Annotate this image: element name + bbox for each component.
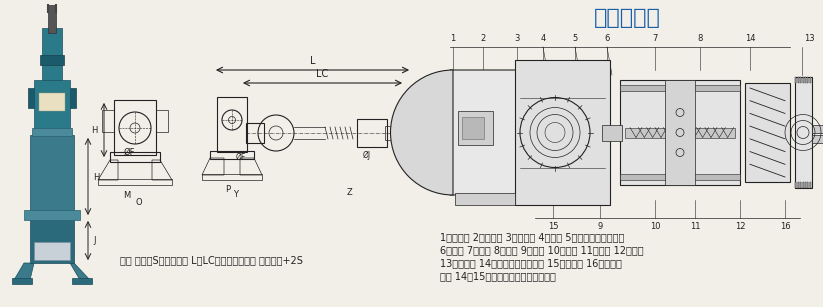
Bar <box>48 5 56 33</box>
Text: M: M <box>123 191 131 200</box>
Text: 11: 11 <box>690 222 700 231</box>
Text: 7: 7 <box>653 34 658 43</box>
Bar <box>458 111 493 145</box>
Text: ØF: ØF <box>123 148 135 157</box>
Bar <box>68 88 76 108</box>
Bar <box>812 125 823 133</box>
Text: ØJ: ØJ <box>363 151 371 160</box>
Text: 8: 8 <box>697 34 703 43</box>
Bar <box>665 80 695 185</box>
Bar <box>39 93 65 111</box>
Bar <box>455 193 515 205</box>
Bar <box>42 28 62 83</box>
Bar <box>620 85 740 91</box>
Bar <box>210 151 254 159</box>
Text: 6: 6 <box>604 34 610 43</box>
Text: 5: 5 <box>572 34 578 43</box>
Text: Z: Z <box>347 188 353 197</box>
Text: 13、连接头 14、外接行程开关装置 15、支承架 16、防尘罩: 13、连接头 14、外接行程开关装置 15、支承架 16、防尘罩 <box>440 258 622 268</box>
Bar <box>385 126 405 140</box>
Text: 1、电动机 2、小齿轮 3、大齿轮 4、滑座 5、过载保护安全开关: 1、电动机 2、小齿轮 3、大齿轮 4、滑座 5、过载保护安全开关 <box>440 232 625 242</box>
Bar <box>98 179 172 185</box>
Bar <box>625 127 735 138</box>
Text: J: J <box>93 235 95 244</box>
Text: H: H <box>93 173 100 181</box>
Text: Y: Y <box>234 190 239 199</box>
Bar <box>357 119 387 147</box>
Bar <box>24 210 80 220</box>
Bar <box>745 83 790 182</box>
Bar <box>620 174 740 180</box>
Text: 6、拨杆 7、螺杆 8、螺母 9、弹簧 10、导套 11、导轨 12、推杆: 6、拨杆 7、螺杆 8、螺母 9、弹簧 10、导套 11、导轨 12、推杆 <box>440 245 644 255</box>
Bar <box>28 88 36 108</box>
Bar <box>34 80 70 130</box>
Bar <box>462 116 484 138</box>
Polygon shape <box>14 263 34 280</box>
Text: B: B <box>403 119 408 128</box>
Bar <box>30 135 74 215</box>
Bar <box>217 97 247 152</box>
Wedge shape <box>390 70 453 195</box>
Text: L: L <box>309 56 315 66</box>
Text: 9: 9 <box>597 222 602 231</box>
Text: O: O <box>136 198 142 207</box>
Bar <box>72 278 92 284</box>
Text: 12: 12 <box>735 222 746 231</box>
Text: 4: 4 <box>541 34 546 43</box>
Text: 15: 15 <box>548 222 558 231</box>
Bar <box>34 242 70 260</box>
Text: LC: LC <box>316 69 328 79</box>
Bar <box>12 278 32 284</box>
Bar <box>40 55 64 65</box>
Text: 14: 14 <box>745 34 756 43</box>
Text: 2: 2 <box>481 34 486 43</box>
Bar <box>156 110 168 132</box>
Text: 注： 14、15需用户自备或订货时订购。: 注： 14、15需用户自备或订货时订购。 <box>440 271 556 281</box>
FancyBboxPatch shape <box>450 70 520 195</box>
Text: 3: 3 <box>514 34 519 43</box>
Text: 注： 图中的S表示行程； L、LC的最大尺寸为： 原有尺式+2S: 注： 图中的S表示行程； L、LC的最大尺寸为： 原有尺式+2S <box>120 255 303 265</box>
Text: 10: 10 <box>649 222 660 231</box>
Text: 13: 13 <box>804 34 815 43</box>
Text: 〈结构图〉: 〈结构图〉 <box>594 8 661 28</box>
Text: P: P <box>226 185 230 194</box>
Text: 1: 1 <box>450 34 456 43</box>
Bar <box>202 174 262 180</box>
Bar <box>102 110 114 132</box>
Text: ØF: ØF <box>236 153 246 162</box>
Bar <box>795 77 812 188</box>
Bar <box>515 60 610 205</box>
Bar <box>32 128 72 136</box>
Text: H: H <box>91 126 98 134</box>
Bar <box>246 123 264 143</box>
Bar <box>620 80 740 185</box>
Polygon shape <box>70 263 90 280</box>
Bar <box>602 125 622 141</box>
Text: 16: 16 <box>779 222 790 231</box>
Bar <box>114 100 156 155</box>
Bar <box>812 134 823 142</box>
Bar <box>30 218 74 263</box>
Bar <box>110 152 160 162</box>
